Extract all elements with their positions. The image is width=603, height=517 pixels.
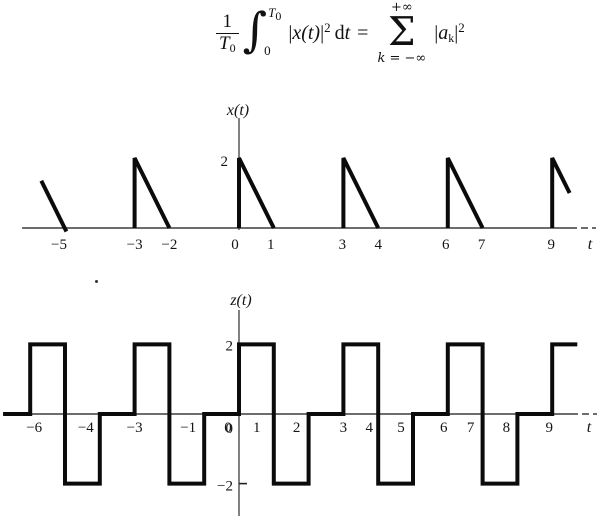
integral: ∫ T0 0 — [242, 3, 282, 60]
x-tick-label: 2 — [293, 420, 301, 436]
x-tick-label: −3 — [127, 237, 143, 253]
x-tick-label: 4 — [365, 420, 373, 436]
x-tick-label: 7 — [467, 420, 475, 436]
x-tick-label: −5 — [51, 237, 67, 253]
integral-limits: T0 0 — [264, 5, 282, 59]
x-tick-label: 3 — [340, 420, 348, 436]
y-value-label: 2 — [221, 154, 229, 170]
fraction-one-over-T0: 1 T0 — [216, 10, 239, 55]
x-tick-label: 6 — [440, 420, 448, 436]
x-tick-label: −3 — [127, 420, 143, 436]
sigma-sign: Σ — [388, 9, 416, 55]
x-tick-label: 1 — [253, 420, 261, 436]
signal-path — [39, 179, 69, 233]
x-tick-label: 0 — [231, 237, 239, 253]
x-tick-label: 0 — [224, 420, 232, 436]
signal-path — [132, 157, 172, 229]
signal-path — [237, 157, 276, 229]
y-value-label: −2 — [217, 479, 233, 495]
chart-zt: −6 −4 −3 −1 0 1 2 3 4 5 6 7 8 920−2tz(t) — [3, 292, 597, 516]
integrand: |x(t)|2 — [288, 19, 331, 44]
x-tick-label: 4 — [374, 237, 382, 253]
fraction-numerator: 1 — [222, 10, 233, 32]
x-tick-label: 9 — [545, 420, 553, 436]
x-axis-label: t — [588, 236, 593, 253]
x-tick-label: 8 — [503, 420, 511, 436]
x-tick-label: 6 — [442, 237, 450, 253]
chart-xt: −5 −3 −2 0 1 3 4 6 7 9 2 t x(t) — [22, 102, 596, 253]
signal-path — [3, 342, 578, 486]
x-tick-label: −4 — [78, 420, 94, 436]
signal-path — [341, 157, 380, 229]
parseval-formula: 1 T0 ∫ T0 0 |x(t)|2 dt = +∞ Σ k = −∞ |ak… — [216, 0, 465, 66]
x-tick-label: 3 — [339, 237, 347, 253]
x-tick-label: 5 — [397, 420, 405, 436]
fourier-coefficient-term: |ak|2 — [434, 19, 465, 45]
y-value-label: 2 — [226, 338, 234, 354]
summation-lower-limit: k = −∞ — [377, 51, 427, 67]
x-tick-label: −2 — [161, 237, 177, 253]
x-axis-label: t — [587, 419, 592, 436]
integral-sign: ∫ — [242, 3, 268, 59]
fraction-denominator: T0 — [216, 32, 239, 55]
summation-upper-limit: +∞ — [390, 0, 413, 15]
integral-upper-limit: T0 — [268, 5, 282, 23]
equals-sign: = — [357, 21, 369, 44]
signal-path — [550, 157, 572, 228]
signal-path — [445, 157, 485, 229]
differential-dt: dt — [334, 21, 351, 44]
x-tick-label: −6 — [26, 420, 42, 436]
integral-lower-limit: 0 — [264, 43, 271, 58]
x-tick-label: 1 — [267, 237, 275, 253]
y-axis-label: x(t) — [226, 102, 249, 119]
summation: +∞ Σ k = −∞ — [377, 1, 426, 65]
x-tick-label: −1 — [180, 420, 196, 436]
x-tick-label: 9 — [547, 237, 555, 253]
stray-dot — [95, 280, 98, 283]
y-axis-label: z(t) — [229, 292, 251, 309]
y-value-label: 0 — [226, 421, 234, 437]
x-tick-label: 7 — [478, 237, 486, 253]
